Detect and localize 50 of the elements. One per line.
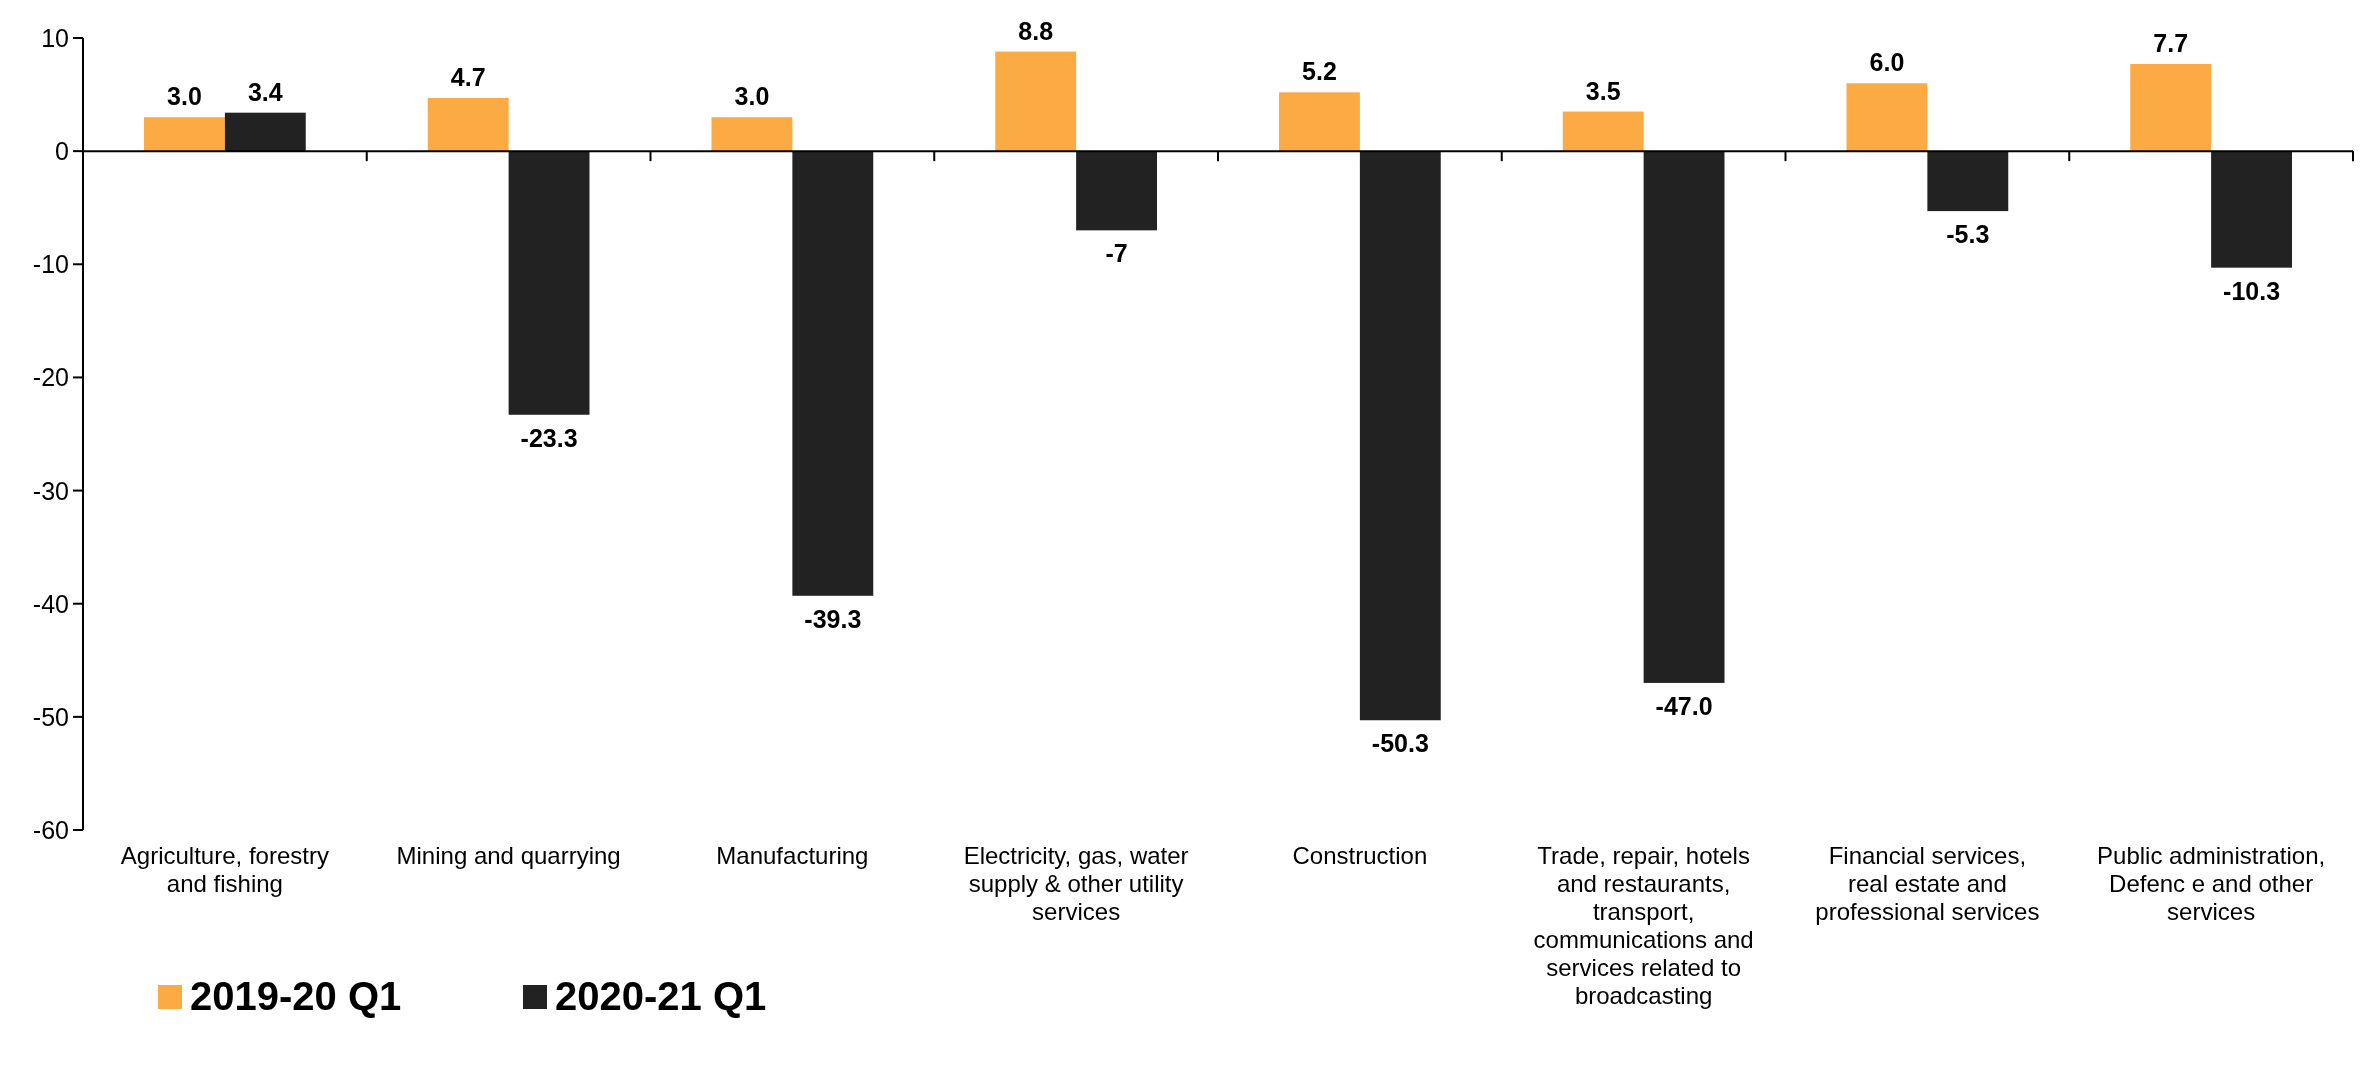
bar <box>2211 151 2292 268</box>
data-label: -39.3 <box>804 604 862 633</box>
y-tick-label: 10 <box>41 24 69 52</box>
y-tick-label: -40 <box>32 589 69 618</box>
bar <box>1562 111 1644 152</box>
bar <box>1927 151 2009 212</box>
data-label: -7 <box>1105 239 1128 268</box>
y-tick-label: 0 <box>55 137 69 166</box>
data-label: 8.8 <box>1018 16 1054 45</box>
data-label: 7.7 <box>2153 29 2189 58</box>
bar <box>144 117 225 152</box>
y-tick-label: -10 <box>32 250 69 279</box>
bar <box>1279 92 1360 152</box>
x-tick-label: Trade, repair, hotels and restaurants, transport, communications and services related to broadcasting <box>1533 842 1754 1009</box>
x-tick-label: Mining and quarrying <box>396 842 621 869</box>
x-tick-label: Public administration, Defenc e and other services <box>2097 842 2326 925</box>
data-label: 3.5 <box>1585 76 1621 105</box>
data-label: -5.3 <box>1946 220 1990 249</box>
bar <box>2130 64 2212 152</box>
bar <box>1643 151 1725 683</box>
y-tick-label: -20 <box>32 363 69 392</box>
data-label: -23.3 <box>520 423 578 452</box>
x-tick-label: Financial services, real estate and professional services <box>1815 842 2040 925</box>
data-label: 6.0 <box>1869 48 1905 77</box>
data-label: 3.0 <box>167 82 202 111</box>
data-label: 3.0 <box>734 82 770 111</box>
bar <box>1846 83 1928 152</box>
legend-label: 2020-21 Q1 <box>555 974 767 1018</box>
x-tick-label: Construction <box>1292 842 1428 869</box>
data-label: 4.7 <box>450 62 486 91</box>
data-label: -10.3 <box>2223 276 2281 305</box>
x-tick-label: Electricity, gas, water supply & other utility services <box>963 842 1189 925</box>
bar <box>995 51 1077 152</box>
bar <box>1076 151 1157 231</box>
bar <box>508 151 590 415</box>
y-tick-label: -30 <box>32 476 69 505</box>
bar <box>224 112 306 152</box>
legend-label: 2019-20 Q1 <box>190 974 402 1018</box>
data-label: -50.3 <box>1371 729 1429 758</box>
data-label: 5.2 <box>1302 57 1337 86</box>
x-tick-label: Agriculture, forestry and fishing <box>120 842 329 897</box>
bar <box>711 117 793 152</box>
data-label: -47.0 <box>1655 691 1713 720</box>
x-tick-label: Manufacturing <box>716 842 869 869</box>
bar <box>792 151 874 596</box>
y-tick-label: -50 <box>32 702 69 731</box>
y-tick-label: -60 <box>32 816 69 844</box>
data-label: 3.4 <box>247 77 283 106</box>
bar <box>1359 151 1441 721</box>
bar <box>427 97 509 152</box>
